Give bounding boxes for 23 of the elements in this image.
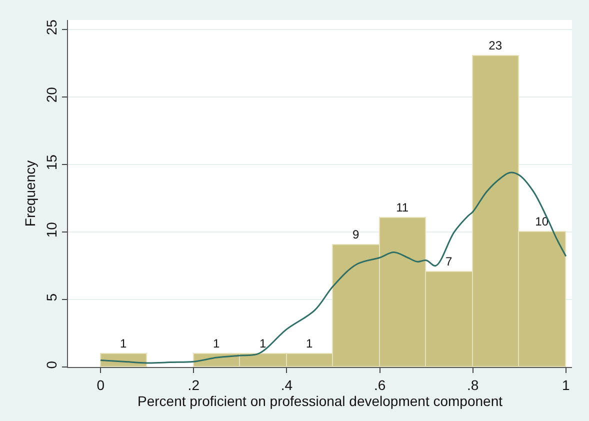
x-tick-label: .8	[467, 376, 479, 393]
x-axis-title: Percent proficient on professional development component	[138, 392, 503, 409]
x-tick-label: .4	[280, 376, 293, 393]
data-label: 9	[352, 228, 360, 242]
x-tick-label: .2	[188, 376, 200, 393]
y-tick-label: 20	[43, 86, 60, 103]
data-label: 7	[446, 254, 452, 268]
y-tick-label: 0	[43, 360, 60, 369]
x-tick-label: 0	[96, 376, 105, 393]
data-label: 11	[396, 200, 409, 214]
data-label: 1	[306, 336, 313, 350]
data-label: 1	[213, 336, 220, 350]
line-series	[100, 172, 567, 364]
y-axis-title: Frequency	[22, 160, 38, 227]
x-tick-label: .6	[374, 376, 386, 393]
data-label: 1	[120, 336, 127, 350]
y-tick-label: 5	[43, 293, 60, 302]
y-tick-label: 15	[43, 154, 60, 170]
data-label: 23	[488, 38, 502, 52]
x-tick-label: 1	[562, 376, 570, 393]
y-tick-label: 25	[43, 19, 60, 36]
y-tick-label: 10	[43, 222, 60, 238]
data-label: 1	[260, 336, 266, 350]
